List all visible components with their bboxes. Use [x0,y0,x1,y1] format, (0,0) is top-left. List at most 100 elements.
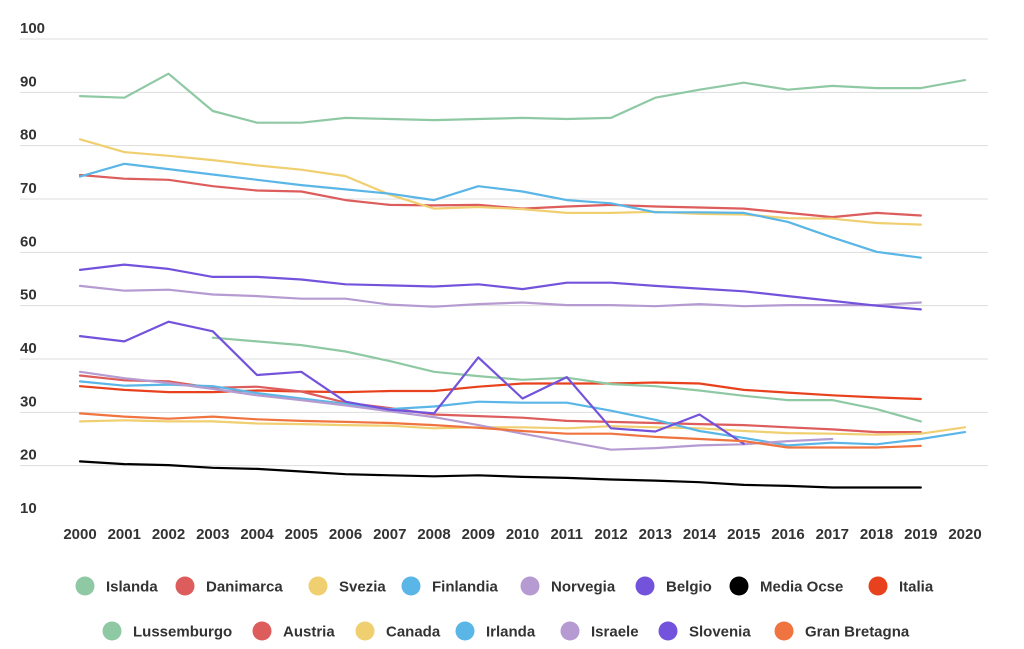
series-lussemburgo [211,336,922,423]
legend-label: Israele [591,624,639,641]
series-line [78,320,745,445]
x-axis-ticks: 2000 2001 2002 2003 2004 2005 2006 2007 2008 2009… [63,526,981,543]
series-slovenia [78,320,745,445]
x-tick-label: 2011 [550,526,583,543]
legend-label: Media Ocse [760,579,843,596]
y-tick-label: 20 [20,447,37,464]
legend-item: Irlanda [455,621,536,641]
legend-swatch [102,621,122,641]
y-tick-label: 80 [20,127,37,144]
legend-label: Finlandia [432,579,498,596]
series-line [78,173,922,219]
legend-swatch [401,576,421,596]
y-tick-label: 100 [20,20,45,37]
x-tick-label: 2004 [240,526,274,543]
series-gran-bretagna [78,412,922,449]
series-islanda [78,72,967,124]
legend-label: Irlanda [486,624,536,641]
legend-label: Danimarca [206,579,283,596]
legend-label: Belgio [666,579,712,596]
series-lines [78,72,967,489]
y-tick-label: 60 [20,233,37,250]
x-tick-label: 2009 [462,526,495,543]
legend-swatch [308,576,328,596]
series-line [78,162,922,259]
series-israele [78,370,834,451]
x-tick-label: 2014 [683,526,717,543]
series-line [78,412,922,449]
legend-swatch [560,621,580,641]
legend-label: Islanda [106,579,158,596]
x-tick-label: 2020 [948,526,981,543]
legend-label: Austria [283,624,335,641]
y-tick-label: 30 [20,393,37,410]
legend-label: Slovenia [689,624,751,641]
legend-item: Svezia [308,576,386,596]
series-italia [78,381,922,401]
legend-swatch [175,576,195,596]
x-tick-label: 2006 [329,526,362,543]
legend-swatch [75,576,95,596]
legend-swatch [635,576,655,596]
series-line [78,72,967,124]
y-tick-label: 90 [20,73,37,90]
series-line [78,419,967,436]
x-tick-label: 2017 [816,526,849,543]
series-line [78,138,922,226]
legend-item: Canada [355,621,441,641]
series-austria [78,374,922,434]
y-tick-label: 50 [20,287,37,304]
legend-label: Svezia [339,579,386,596]
series-danimarca [78,173,922,219]
x-tick-label: 2012 [594,526,627,543]
legend-item: Slovenia [658,621,751,641]
legend-label: Norvegia [551,579,616,596]
x-tick-label: 2018 [860,526,893,543]
y-tick-label: 40 [20,340,37,357]
legend-swatch [658,621,678,641]
legend-item: Islanda [75,576,158,596]
legend-swatch [774,621,794,641]
series-canada [78,419,967,436]
legend-item: Austria [252,621,335,641]
legend-item: Belgio [635,576,712,596]
legend-swatch [520,576,540,596]
gridlines [20,38,988,467]
series-finlandia [78,162,922,259]
legend-item: Norvegia [520,576,616,596]
x-tick-label: 2019 [904,526,937,543]
x-tick-label: 2013 [639,526,672,543]
legend-swatch [868,576,888,596]
legend-swatch [455,621,475,641]
x-tick-label: 2002 [152,526,185,543]
legend-swatch [355,621,375,641]
legend-item: Danimarca [175,576,283,596]
x-tick-label: 2005 [285,526,318,543]
legend-item: Lussemburgo [102,621,232,641]
legend-swatch [729,576,749,596]
x-tick-label: 2016 [771,526,804,543]
series-svezia [78,138,922,226]
legend-label: Gran Bretagna [805,624,910,641]
legend-item: Media Ocse [729,576,843,596]
series-line [78,263,922,311]
series-line [78,284,922,308]
series-line [211,336,922,423]
x-tick-label: 2000 [63,526,96,543]
legend-swatch [252,621,272,641]
series-line [78,380,967,447]
y-axis-ticks: 100 90 80 70 60 50 40 30 20 10 [20,20,45,517]
y-tick-label: 10 [20,500,37,517]
series-line [78,374,922,434]
x-tick-label: 2015 [727,526,760,543]
series-norvegia [78,284,922,308]
series-irlanda [78,380,967,447]
x-tick-label: 2010 [506,526,539,543]
series-line [78,370,834,451]
x-tick-label: 2003 [196,526,229,543]
legend-label: Italia [899,579,934,596]
legend-label: Canada [386,624,441,641]
x-tick-label: 2007 [373,526,406,543]
series-media-ocse [78,460,922,489]
